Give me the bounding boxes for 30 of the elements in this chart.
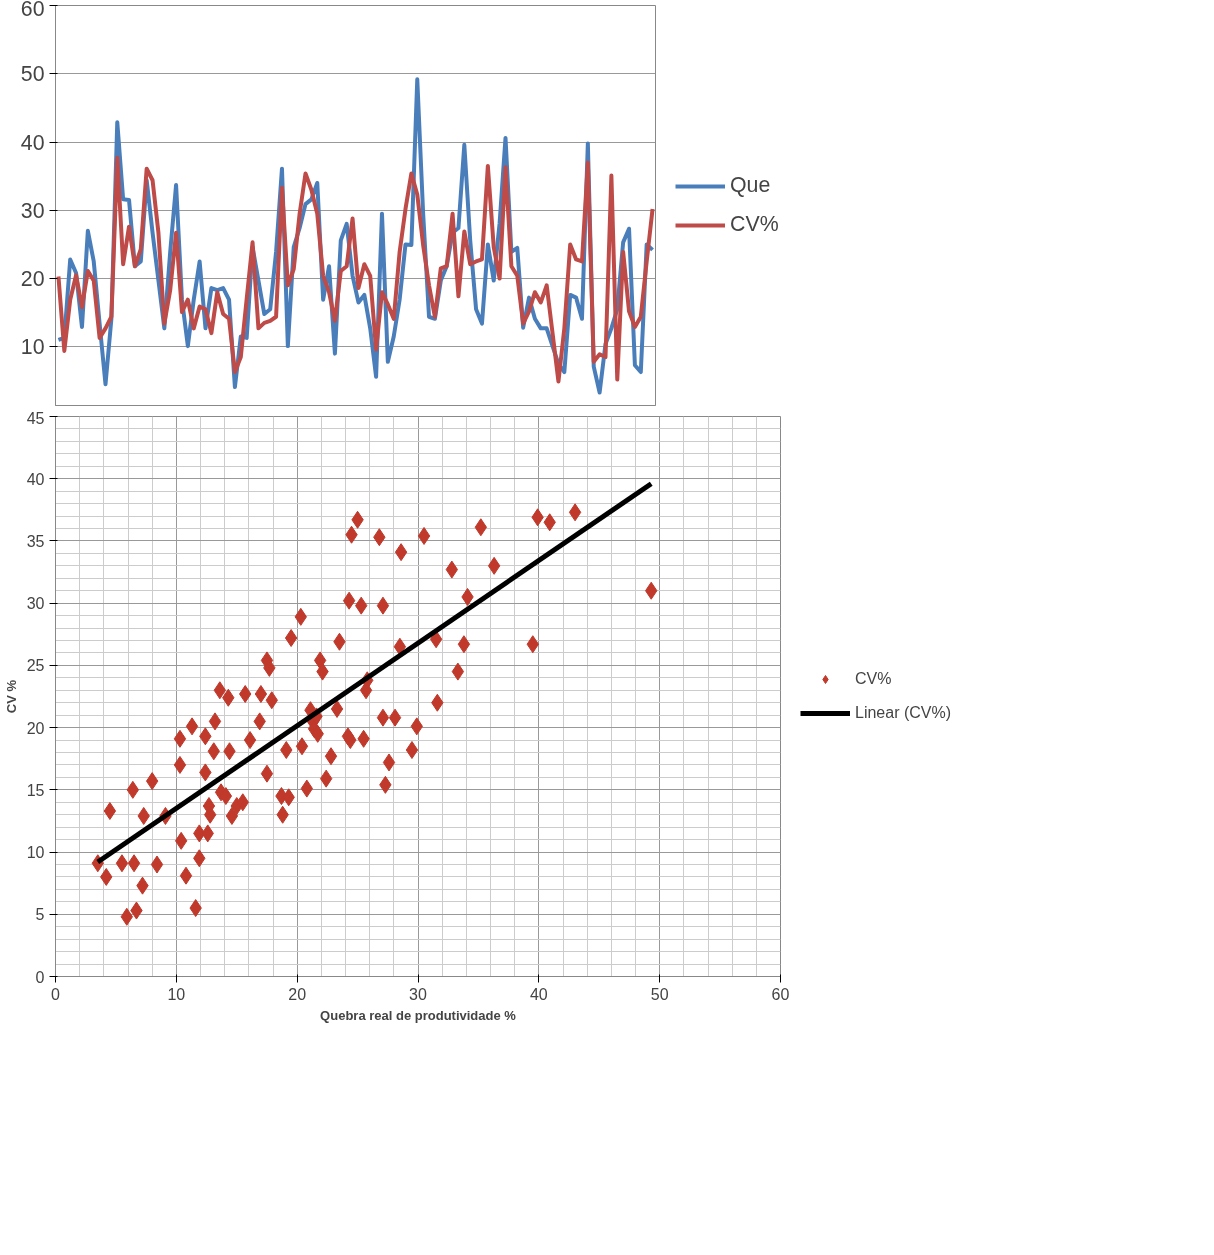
y-tick-label: 45 [26,409,45,427]
x-axis-title: Quebra real de produtividade % [320,1007,517,1023]
y-tick-label: 35 [26,532,45,550]
legend-label: CV% [855,670,892,688]
y-tick-label: 50 [20,62,45,87]
y-tick-label: 30 [20,198,45,223]
x-tick-label: 50 [650,985,669,1003]
y-tick-label: 15 [26,781,45,799]
y-tick-label: 10 [26,844,45,862]
y-tick-label: 25 [26,657,45,675]
y-tick-label: 20 [26,719,45,737]
x-tick-label: 10 [167,985,186,1003]
x-tick-label: 30 [409,985,427,1003]
y-axis-title: CV % [3,679,19,714]
line-series [56,155,655,384]
y-tick-label: 30 [26,595,45,613]
y-tick-label: 40 [26,470,45,488]
y-tick-label: 0 [35,968,45,986]
legend-label: Que [730,173,771,198]
y-tick-label: 20 [20,267,45,292]
x-tick-label: 20 [288,985,307,1003]
legend-label: Linear (CV%) [855,704,952,722]
y-tick-label: 10 [20,335,45,360]
x-tick-label: 60 [771,985,790,1003]
y-tick-label: 60 [20,0,45,21]
legend-label: CV% [730,212,779,237]
y-tick-label: 5 [35,906,45,924]
x-tick-label: 0 [51,985,61,1003]
x-tick-label: 40 [529,985,548,1003]
y-tick-label: 40 [20,130,45,155]
